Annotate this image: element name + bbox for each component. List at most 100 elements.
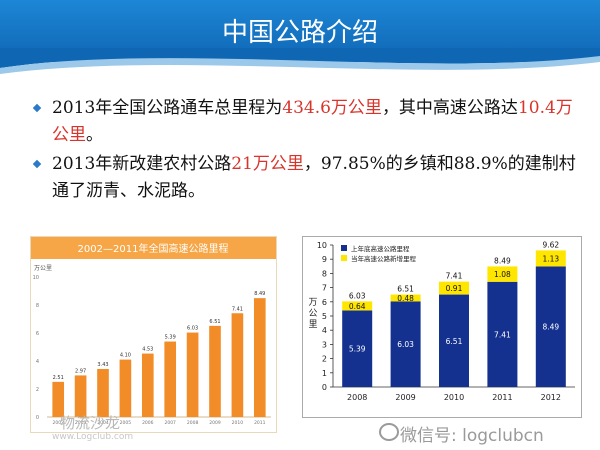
bar-increment <box>438 281 470 295</box>
y-tick-label: 3 <box>322 340 327 349</box>
header-wave <box>0 48 600 74</box>
data-label: 7.41 <box>232 306 243 312</box>
bar-base <box>390 301 421 387</box>
chart-title-band <box>31 237 276 259</box>
data-label: 2.97 <box>75 368 86 374</box>
x-tick-label: 2011 <box>492 393 512 402</box>
bullet-text-1: 2013年全国公路通车总里程为 <box>52 98 283 118</box>
data-label: 3.43 <box>97 362 108 368</box>
data-label: 0.48 <box>397 294 414 303</box>
wechat-watermark: 微信号: logclubcn <box>400 426 544 446</box>
bar-base <box>487 281 518 387</box>
data-label: 1.13 <box>542 254 559 263</box>
bar <box>186 332 199 417</box>
bar <box>209 325 221 417</box>
y-tick-label: 5 <box>322 312 327 321</box>
total-label: 6.03 <box>349 291 366 300</box>
legend-label: 上年底高速公路里程 <box>351 244 410 253</box>
data-label: 5.39 <box>349 345 366 354</box>
bar-base <box>438 294 470 387</box>
logo-watermark: 物流沙龙 <box>60 414 121 432</box>
y-tick-label: 7 <box>322 284 327 293</box>
url-watermark: www.Logclub.com <box>52 432 134 442</box>
total-label: 8.49 <box>494 256 511 265</box>
x-tick-label: 2008 <box>187 420 199 426</box>
bullet-text-2: ，97.85%的乡镇和88.9%的建制村通了沥青、水泥路。 <box>52 154 576 201</box>
chart-highway-2008-2012: 10 9 8 7 6 5 4 3 2 1 0 万公里上年底高速公路里程 当年高速公路新增里程 5.39 0.… <box>302 236 582 418</box>
chart-highway-2002-2011: 2002—2011年全国高速公路里程 万公里 10 8 6 4 2 0 2.51 2002 2.97… <box>30 236 277 433</box>
y-tick-label: 4 <box>322 326 327 335</box>
x-tick-label: 2007 <box>164 420 176 426</box>
bar <box>164 341 177 417</box>
slide-title: 中国公路介绍 <box>221 18 378 48</box>
y-tick-label: 8 <box>322 269 327 278</box>
bullet-text-2: ，其中高速公路达 <box>381 98 518 118</box>
bar <box>231 313 244 417</box>
x-tick-label: 2008 <box>347 393 367 402</box>
diamond-bullet-icon <box>32 159 42 169</box>
data-label: 6.03 <box>187 326 198 332</box>
bullet-item: 2013年新改建农村公路21万公里，97.85%的乡镇和88.9%的建制村通了沥… <box>32 151 579 205</box>
y-tick-label: 6 <box>322 298 327 307</box>
total-label: 7.41 <box>446 272 463 281</box>
bar-increment <box>342 301 373 311</box>
data-label: 4.53 <box>142 347 153 353</box>
data-label: 6.51 <box>209 319 220 325</box>
y-tick-label: 9 <box>322 255 327 264</box>
y-tick-label: 2 <box>322 355 327 364</box>
x-tick-label: 2003 <box>75 420 87 426</box>
bar-increment <box>487 266 518 282</box>
y-tick-label: 0 <box>322 383 327 392</box>
diamond-bullet-icon <box>32 103 42 113</box>
x-tick-label: 2010 <box>232 420 244 426</box>
x-tick-label: 2009 <box>209 420 221 426</box>
y-tick-label: 2 <box>36 387 39 393</box>
chart-title: 2002—2011年全国高速公路里程 <box>78 242 229 255</box>
x-tick-label: 2009 <box>395 393 415 402</box>
total-label: 9.62 <box>542 240 559 249</box>
x-tick-label: 2010 <box>444 393 464 402</box>
y-tick-label: 1 <box>322 369 327 378</box>
data-label: 1.08 <box>494 270 511 279</box>
x-tick-label: 2006 <box>142 420 154 426</box>
y-tick-label: 8 <box>36 303 39 309</box>
data-label: 8.49 <box>542 323 559 332</box>
data-label: 0.64 <box>349 302 366 311</box>
legend-swatch <box>341 245 347 251</box>
x-tick-label: 2012 <box>541 393 561 402</box>
y-tick-label: 10 <box>317 241 327 250</box>
bullet-highlight: 10.4万公里 <box>52 98 573 145</box>
bullet-highlight: 434.6万公里 <box>282 98 382 118</box>
bar-base <box>342 310 373 387</box>
chart-2-svg: 109876543210万公里上年底高速公路里程当年高速公路新增里程5.390.… <box>308 240 575 402</box>
data-label: 0.91 <box>446 284 463 293</box>
data-label: 6.51 <box>446 337 463 346</box>
y-tick-label: 6 <box>36 331 39 337</box>
y-tick-label: 0 <box>36 415 39 421</box>
y-tick-label: 4 <box>36 359 39 365</box>
bar <box>119 359 132 417</box>
bullet-list: 2013年全国公路通车总里程为434.6万公里，其中高速公路达10.4万公里。 … <box>32 95 579 207</box>
data-label: 7.41 <box>494 330 511 339</box>
x-tick-label: 2011 <box>254 420 266 426</box>
bar <box>141 353 154 417</box>
x-tick-label: 2002 <box>52 420 64 426</box>
data-label: 4.10 <box>120 353 131 359</box>
x-tick-label: 2005 <box>120 420 132 426</box>
data-label: 6.03 <box>397 340 414 349</box>
bar-increment <box>535 250 566 267</box>
legend-swatch <box>341 255 347 261</box>
data-label: 5.39 <box>165 335 176 341</box>
bullet-highlight: 21万公里 <box>231 154 304 174</box>
bar <box>253 298 266 417</box>
wechat-icon <box>379 423 399 441</box>
total-label: 6.51 <box>397 285 414 294</box>
data-label: 2.51 <box>53 375 64 381</box>
y-tick-label: 10 <box>33 275 39 281</box>
y-axis-label: 万 <box>308 298 317 308</box>
bar <box>52 381 65 417</box>
bar-base <box>535 266 566 387</box>
y-axis-label: 里 <box>308 319 317 330</box>
bar <box>74 375 87 417</box>
